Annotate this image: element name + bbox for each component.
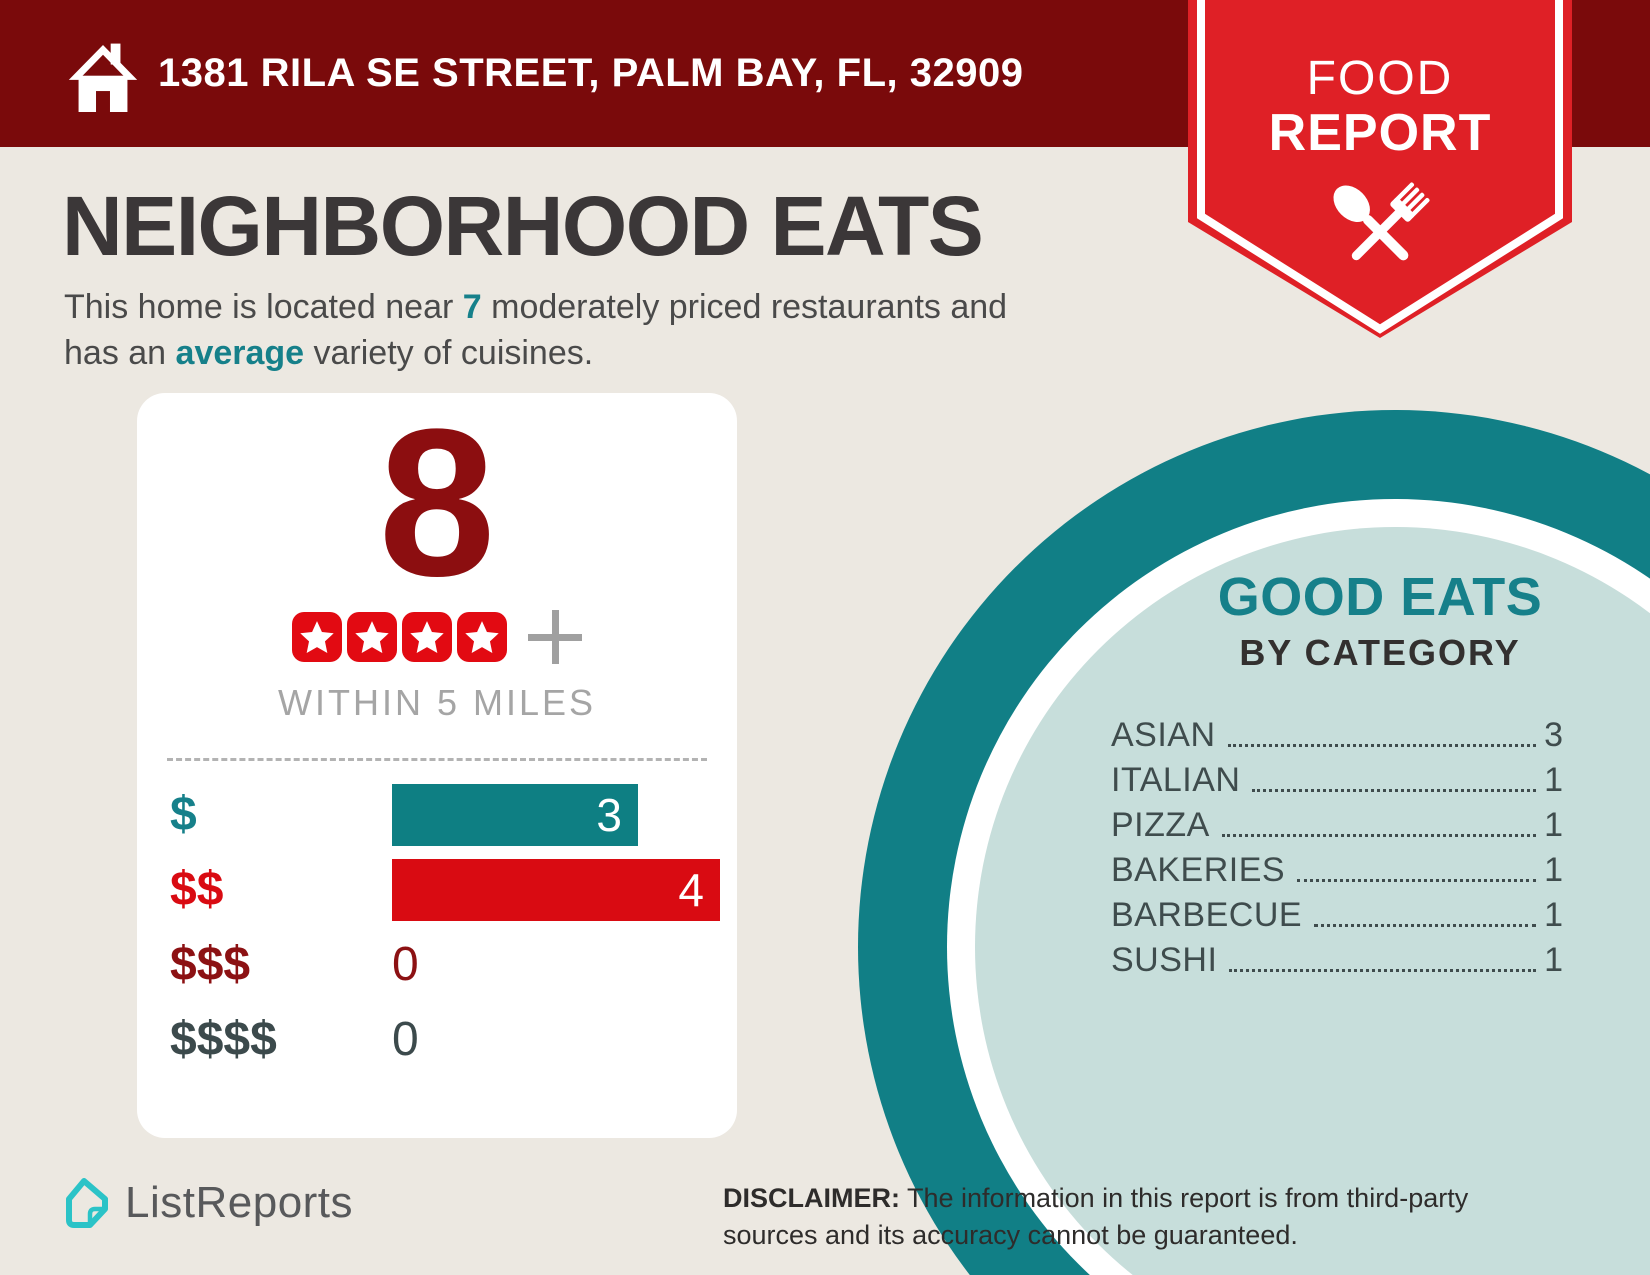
intro-line1: This home is located near 7 moderately p…: [64, 284, 1007, 330]
category-count: 1: [1544, 896, 1563, 934]
intro-line2-pre: has an: [64, 334, 176, 372]
category-label: SUSHI: [1111, 941, 1218, 979]
price-tier-bar: 3: [392, 783, 638, 846]
leader-dots: [1314, 924, 1537, 927]
dashed-divider: [167, 758, 707, 761]
category-count: 1: [1544, 851, 1563, 889]
intro-text: This home is located near 7 moderately p…: [64, 284, 1007, 376]
category-label: BAKERIES: [1111, 851, 1286, 889]
good-eats-title: GOOD EATS: [1217, 567, 1543, 627]
price-tier-label: $$$$: [170, 1013, 277, 1066]
intro-line2: has an average variety of cuisines.: [64, 330, 1007, 376]
category-label: ASIAN: [1111, 716, 1216, 754]
listreports-logo-icon: [66, 1178, 108, 1228]
price-tier-label: $: [170, 788, 197, 841]
disclaimer-text: The information in this report is from t…: [723, 1183, 1469, 1250]
category-row: BAKERIES 1: [1111, 847, 1563, 892]
star-icon: [457, 612, 507, 662]
leader-dots: [1229, 969, 1537, 972]
page-title: NEIGHBORHOOD EATS: [62, 179, 984, 273]
listreports-logo-text: ListReports: [125, 1178, 354, 1227]
category-label: BARBECUE: [1111, 896, 1303, 934]
star-icon: [347, 612, 397, 662]
variety-highlight: average: [175, 334, 305, 372]
price-tier-label: $$: [170, 863, 224, 916]
disclaimer: DISCLAIMER: The information in this repo…: [723, 1180, 1553, 1254]
category-list: ASIAN 3 ITALIAN 1 PIZZA 1 BAKERIES 1 BARBECUE 1 SU…: [1111, 712, 1563, 982]
category-count: 1: [1544, 941, 1563, 979]
price-tier-row: $$ 4: [170, 852, 737, 927]
category-label: ITALIAN: [1111, 761, 1241, 799]
disclaimer-label: DISCLAIMER:: [723, 1183, 900, 1213]
good-eats-subtitle: BY CATEGORY: [1239, 632, 1521, 673]
category-count: 3: [1544, 716, 1563, 754]
restaurant-count: 8: [378, 385, 496, 620]
food-report-ribbon: FOOD REPORT: [1188, 0, 1572, 338]
category-count: 1: [1544, 806, 1563, 844]
category-row: SUSHI 1: [1111, 937, 1563, 982]
star-icon: [292, 612, 342, 662]
intro-line1-post: moderately priced restaurants and: [481, 288, 1008, 326]
intro-line2-post: variety of cuisines.: [304, 334, 594, 372]
plus-icon: [528, 610, 582, 664]
price-tier-row: $3: [170, 777, 737, 852]
category-row: ASIAN 3: [1111, 712, 1563, 757]
price-tier-row: $$$$ 0: [170, 1002, 737, 1077]
leader-dots: [1227, 744, 1537, 747]
ribbon-line1: FOOD: [1307, 52, 1454, 105]
ribbon-line2: REPORT: [1269, 104, 1492, 162]
listreports-logo: ListReports: [63, 1176, 353, 1230]
property-address: 1381 RILA SE STREET, PALM BAY, FL, 32909: [158, 51, 1024, 95]
price-tier-zero-value: 0: [392, 938, 419, 991]
category-count: 1: [1544, 761, 1563, 799]
price-tier-zero-value: 0: [392, 1013, 419, 1066]
spoon-fork-icon: [1333, 182, 1430, 261]
category-label: PIZZA: [1111, 806, 1210, 844]
category-row: BARBECUE 1: [1111, 892, 1563, 937]
restaurant-count-highlight: 7: [462, 288, 482, 326]
leader-dots: [1252, 789, 1537, 792]
price-tier-bar: 4: [392, 858, 720, 921]
restaurant-stats-card: 8 WITHIN 5 MILES $3 $$ 4 $$$ 0 $$$$ 0: [137, 393, 737, 1138]
leader-dots: [1221, 834, 1537, 837]
star-rating: [292, 610, 582, 664]
price-rows: $3 $$ 4 $$$ 0 $$$$ 0: [137, 777, 737, 1077]
category-row: ITALIAN 1: [1111, 757, 1563, 802]
star-icon: [402, 612, 452, 662]
category-row: PIZZA 1: [1111, 802, 1563, 847]
home-icon: [68, 43, 138, 112]
leader-dots: [1297, 879, 1537, 882]
intro-line1-pre: This home is located near: [64, 288, 463, 326]
price-tier-row: $$$ 0: [170, 927, 737, 1002]
price-tier-label: $$$: [170, 938, 251, 991]
radius-caption: WITHIN 5 MILES: [277, 682, 597, 723]
